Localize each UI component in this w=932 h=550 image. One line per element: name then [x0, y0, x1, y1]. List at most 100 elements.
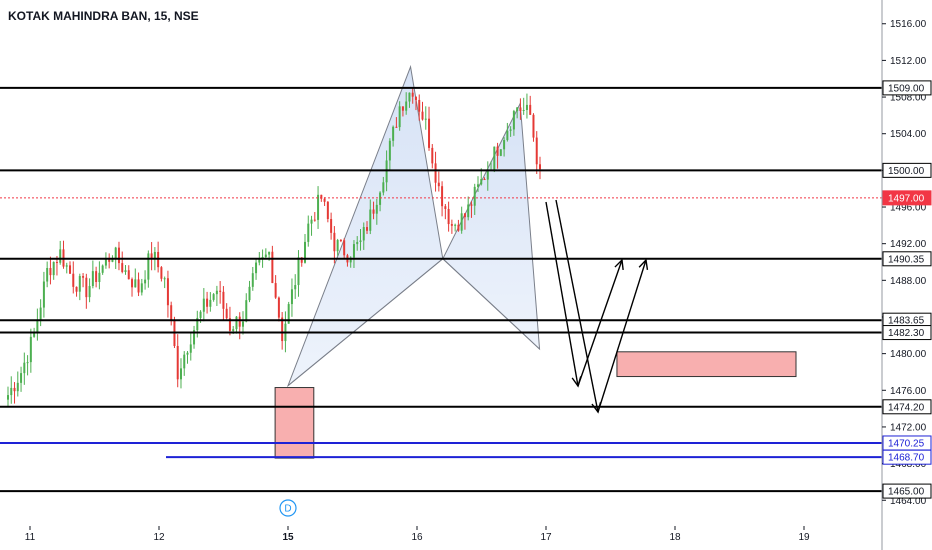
candle-body	[127, 270, 130, 280]
candle-body	[222, 291, 225, 309]
candle-body	[245, 300, 248, 322]
box-x[interactable]	[274, 387, 315, 459]
level-tag	[882, 162, 932, 178]
arrow-up-2-head	[638, 258, 649, 270]
candle-body	[29, 336, 32, 363]
candle-body	[13, 387, 16, 392]
candle-body	[372, 209, 375, 214]
candle-body	[535, 137, 538, 165]
candle-body	[454, 224, 457, 226]
candle-body	[202, 298, 205, 312]
level-label: 1500.00	[888, 166, 925, 177]
candle-body	[235, 316, 238, 330]
x-tick-label: 17	[540, 532, 552, 543]
candle-body	[320, 194, 323, 199]
candle-body	[186, 352, 189, 355]
level-tag	[882, 449, 932, 465]
candle-body	[147, 253, 150, 280]
candle-body	[297, 257, 300, 286]
candle-body	[323, 198, 326, 202]
candle-body	[160, 267, 163, 279]
candle-body	[447, 208, 450, 225]
candle-body	[294, 285, 297, 290]
candle-body	[424, 118, 427, 120]
candle-body	[522, 109, 525, 111]
candle-body	[72, 273, 75, 287]
candle-body	[114, 247, 117, 260]
x-tick-label: 11	[25, 532, 36, 543]
candle-body	[388, 140, 391, 161]
candle-body	[42, 281, 45, 308]
candle-body	[111, 259, 114, 262]
candle-body	[437, 182, 440, 187]
candle-body	[336, 240, 339, 252]
candle-body	[189, 344, 192, 353]
candle-body	[88, 286, 91, 298]
candle-body	[232, 329, 235, 331]
candle-body	[463, 213, 466, 218]
candle-body	[385, 160, 388, 183]
candle-body	[183, 354, 186, 369]
candle-body	[375, 204, 378, 214]
candle-body	[525, 104, 528, 110]
candle-body	[59, 249, 62, 263]
candle-body	[46, 267, 49, 282]
candle-body	[441, 186, 444, 207]
pattern-bcd	[442, 101, 541, 351]
candle-body	[506, 130, 509, 141]
candle-body	[421, 111, 424, 120]
candle-body	[82, 276, 85, 278]
candle-body	[457, 224, 460, 231]
arrow-up-1	[577, 259, 623, 387]
chart-title: KOTAK MAHINDRA BAN, 15, NSE	[8, 9, 199, 23]
candle-body	[476, 184, 479, 187]
x-tick-label: 19	[798, 532, 810, 543]
candle-body	[480, 179, 483, 185]
candle-body	[277, 297, 280, 318]
level-tag	[882, 483, 932, 499]
candle-body	[176, 345, 179, 380]
y-tick-label: 1492.00	[890, 239, 927, 250]
candle-body	[23, 362, 26, 374]
candle-body	[414, 96, 417, 100]
pattern-bd-line	[442, 258, 540, 350]
event-marker[interactable]	[279, 499, 297, 517]
box-d[interactable]	[616, 351, 797, 378]
candle-body	[493, 146, 496, 170]
candle-body	[300, 257, 303, 263]
candle-body	[101, 265, 104, 273]
candle-body	[52, 262, 55, 276]
candle-body	[153, 251, 156, 259]
candle-body	[529, 104, 532, 115]
candle-body	[179, 368, 182, 380]
candle-body	[85, 277, 88, 298]
candle-body	[140, 283, 143, 293]
y-tick-label: 1512.00	[890, 56, 927, 67]
candle-body	[131, 279, 134, 288]
candle-body	[467, 204, 470, 218]
candle-body	[470, 204, 473, 206]
candle-body	[209, 299, 212, 307]
y-tick-label: 1480.00	[890, 349, 927, 360]
candle-body	[274, 283, 277, 298]
y-tick-label: 1488.00	[890, 276, 927, 287]
candle-body	[392, 126, 395, 141]
candle-body	[238, 316, 241, 327]
y-tick-label: 1508.00	[890, 93, 927, 104]
candle-body	[450, 224, 453, 226]
y-tick-label: 1504.00	[890, 129, 927, 140]
candle-body	[405, 101, 408, 111]
candle-body	[121, 263, 124, 272]
candle-body	[199, 311, 202, 318]
y-tick-label: 1472.00	[890, 422, 927, 433]
candle-body	[313, 219, 316, 221]
candle-body	[431, 147, 434, 164]
candle-body	[170, 305, 173, 321]
candle-body	[108, 258, 111, 262]
candle-body	[307, 223, 310, 242]
candle-body	[539, 164, 541, 170]
candle-body	[356, 241, 359, 245]
candle-body	[20, 373, 23, 383]
level-tag	[882, 80, 932, 96]
